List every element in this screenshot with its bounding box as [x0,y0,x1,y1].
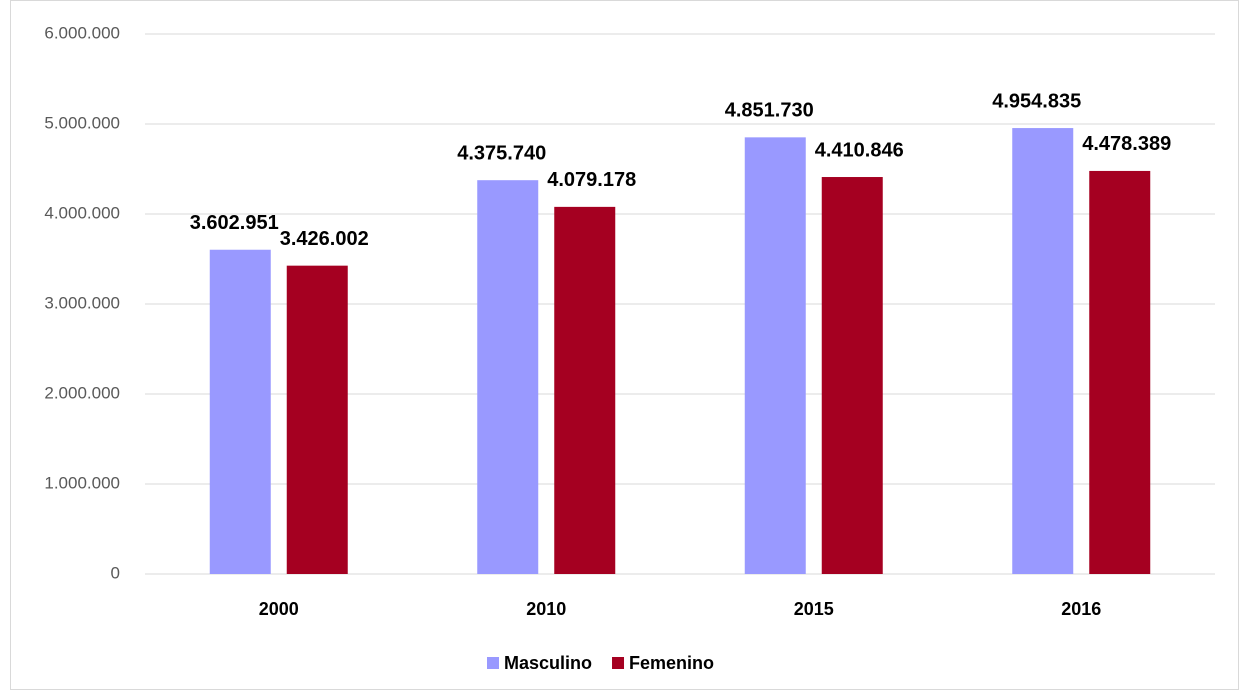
bar [286,265,348,574]
bar [744,137,806,574]
x-tick-label: 2015 [794,599,834,619]
legend-label: Femenino [629,653,714,673]
data-label: 4.410.846 [815,139,904,161]
bar [1089,170,1151,574]
bar [477,180,539,574]
data-label: 3.426.002 [280,228,369,250]
legend-swatch [487,657,499,669]
data-label: 3.602.951 [190,212,279,234]
y-tick-label: 2.000.000 [44,383,120,402]
data-label: 4.954.835 [992,90,1081,112]
data-label: 4.478.389 [1082,133,1171,155]
data-label: 4.375.740 [457,142,546,164]
y-tick-label: 0 [111,563,120,582]
bar [1012,128,1074,574]
y-tick-label: 5.000.000 [44,113,120,132]
y-tick-label: 4.000.000 [44,203,120,222]
x-tick-label: 2000 [259,599,299,619]
bar [209,249,271,574]
data-label: 4.079.178 [547,169,636,191]
legend-label: Masculino [504,653,592,673]
y-tick-label: 3.000.000 [44,293,120,312]
legend-swatch [612,657,625,669]
chart-frame [10,0,1239,690]
y-tick-label: 1.000.000 [44,473,120,492]
x-tick-label: 2016 [1061,599,1101,619]
data-label: 4.851.730 [725,100,814,122]
bar [554,206,616,575]
bar [821,177,883,574]
y-tick-label: 6.000.000 [44,23,120,42]
x-tick-label: 2010 [526,599,566,619]
